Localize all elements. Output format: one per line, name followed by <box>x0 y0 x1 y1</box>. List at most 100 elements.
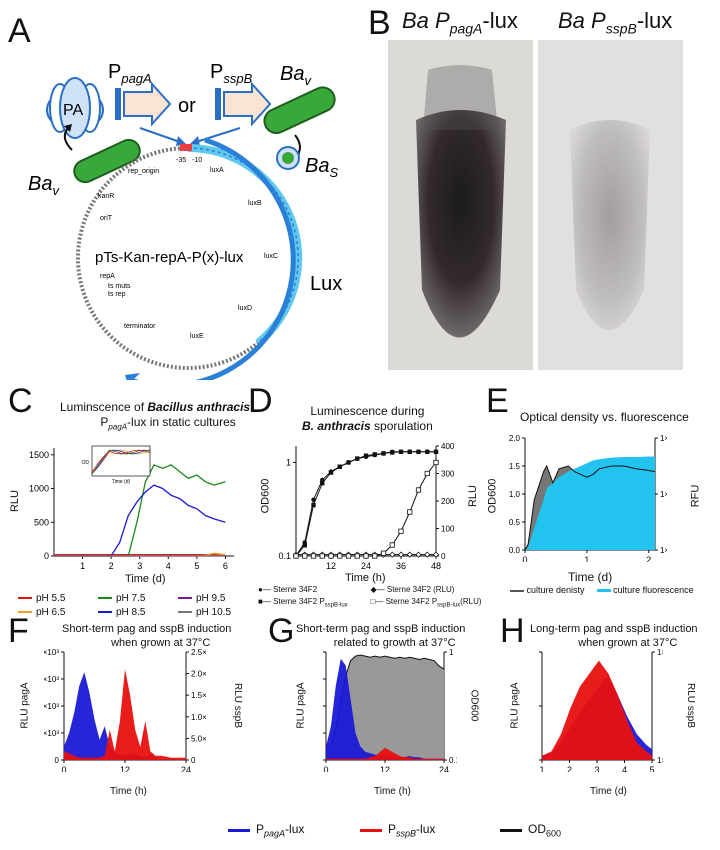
chart-e-ytick-right: 1×10⁴ <box>660 490 667 499</box>
legend-c-3: pH 8.5 <box>98 607 178 618</box>
chart-d-point <box>363 553 369 559</box>
feature-rep-origin: rep_origin <box>128 168 159 175</box>
panel-letter-c: C <box>8 382 33 420</box>
feature-oriT: oriT <box>100 215 113 222</box>
feature-terminator: terminator <box>124 323 156 330</box>
panel-f-title: Short-term pag and sspB induction when gr… <box>62 623 232 649</box>
chart-e-ylabel-right: RFU <box>689 484 702 508</box>
chart-d-point <box>293 553 299 559</box>
chart-h-xtick: 3 <box>594 765 599 772</box>
chart-d-point <box>424 551 431 558</box>
chart-g-xtick: 24 <box>439 765 449 772</box>
legend-c-0: pH 5.5 <box>18 593 98 604</box>
chart-d-xtick: 36 <box>396 561 406 570</box>
chart-g-xlabel: Time (h) <box>374 786 411 797</box>
chart-c-ytick: 500 <box>34 517 49 527</box>
chart-d-point <box>389 542 395 548</box>
label-p-pagA: PpagA <box>108 61 152 86</box>
chart-c-inset-line <box>91 449 151 474</box>
chart-h-xtick: 1 <box>539 765 544 772</box>
chart-h-ylabel: RLU pagA <box>509 682 521 729</box>
panel-g-title: Short-term pag and sspB induction related… <box>296 623 466 649</box>
plasmid-name: pTs-Kan-repA-P(x)-lux <box>95 249 244 266</box>
chart-d-point <box>311 497 316 502</box>
chart-e-ytick-right: 1×10³ <box>660 546 667 555</box>
chart-d-point <box>355 456 360 461</box>
feature-ts-rep: ts rep <box>108 291 126 298</box>
legend-e-0: culture denisty <box>510 585 585 595</box>
label-ba-v-left: Bav <box>28 173 60 198</box>
legend-d-1: ■— Sterne 34F2 PsspB-lux <box>258 597 348 609</box>
panel-a-diagram: PA Bav BaS Bav PpagA or PsspB Lux pTs-Ka… <box>28 61 342 380</box>
label-p-sspB: PsspB <box>210 61 253 86</box>
chart-f-xtick: 0 <box>61 765 66 772</box>
chart-g-series-1 <box>326 658 444 760</box>
chart-g-ytick-right: 0.1 <box>449 756 457 765</box>
chart-c-xlabel: Time (d) <box>125 573 166 585</box>
chart-d-point <box>337 464 342 469</box>
chart-c-inset-line <box>91 449 151 473</box>
chart-d-point <box>319 553 325 559</box>
chart-h-series-1 <box>542 660 652 760</box>
panel-d-title: Luminescence during B. anthracis sporula… <box>302 404 433 433</box>
chart-d-series-3 <box>296 462 437 557</box>
chart-d-point <box>346 460 351 465</box>
chart-h-xtick: 2 <box>567 765 572 772</box>
chart-d-xtick: 12 <box>326 561 336 570</box>
chart-f-ytick-right: 1.0×10³ <box>191 713 206 722</box>
chart-d-point <box>345 553 352 559</box>
spore-icon <box>276 146 300 170</box>
chart-h-ytick-right: 1×10⁴ <box>657 648 663 657</box>
label-ba-v-right: Bav <box>280 63 312 88</box>
chart-c-ytick: 1500 <box>29 450 49 460</box>
bottom-legend-black: OD600 <box>500 822 561 838</box>
chart-d-point <box>407 509 413 515</box>
chart-h-ylabel-right: RLU sspB <box>685 682 697 729</box>
chart-f-ytick-right: 2.0×10³ <box>191 670 206 679</box>
chart-d-point <box>320 481 325 486</box>
feature-minus10: -10 <box>192 157 202 164</box>
legend-c-2: pH 7.5 <box>98 593 178 604</box>
feature-luxE: luxE <box>190 333 204 340</box>
chart-d-point <box>363 453 369 458</box>
pa-label: PA <box>63 102 83 119</box>
panel-b-photo-right <box>538 40 683 370</box>
legend-d-2: ◆— Sterne 34F2 (RLU) <box>370 585 455 594</box>
panel-b-right-title: Ba PsspB-lux <box>558 8 673 37</box>
chart-f-xlabel: Time (h) <box>110 786 147 797</box>
chart-d-series-1 <box>295 451 436 557</box>
chart-d-ytick-right: 300 <box>441 470 455 479</box>
label-or: or <box>178 95 196 117</box>
chart-f-ylabel: RLU pagA <box>19 682 31 729</box>
label-ba-s: BaS <box>305 155 338 180</box>
feature-ts-muts: ts muts <box>108 283 131 290</box>
chart-e: 0.0 0.5 1.0 1.5 2.0 1×10³ 1×10⁴ 1×10⁵ 0 1 2 <box>509 434 667 562</box>
chart-d-xtick: 24 <box>361 561 371 570</box>
chart-f-ytick: 0 <box>55 756 60 765</box>
chart-d-point <box>311 502 316 508</box>
chart-e-ytick: 0.0 <box>509 546 521 555</box>
chart-d-point <box>390 450 395 455</box>
legend-c-1: pH 6.5 <box>18 607 98 618</box>
chart-e-ytick: 0.5 <box>509 518 521 527</box>
panel-letter-e: E <box>486 382 509 420</box>
chart-d-point <box>328 553 334 559</box>
chart-f-ytick-right: 2.5×10³ <box>191 648 206 657</box>
chart-d-point <box>415 487 422 493</box>
legend-c-5: pH 10.5 <box>178 607 258 618</box>
chart-d-point <box>389 551 396 558</box>
chart-d-series-0 <box>295 451 436 557</box>
panel-e-title: Optical density vs. fluorescence <box>520 410 689 424</box>
chart-d-point <box>328 470 334 475</box>
panel-c-title: Luminscence of Bacillus anthracis PpagA-… <box>60 400 251 432</box>
legend-c-4: pH 9.5 <box>178 593 258 604</box>
chart-e-xtick: 0 <box>522 555 527 562</box>
chart-e-xlabel: Time (d) <box>568 570 613 584</box>
chart-d-point <box>310 553 317 559</box>
chart-c-ytick: 0 <box>44 551 49 561</box>
chart-f-xtick: 24 <box>181 765 191 772</box>
chart-e-ylabel: OD600 <box>486 478 499 514</box>
chart-c-inset-line <box>91 449 151 473</box>
chart-f-ytick: 6×10³ <box>44 675 59 684</box>
